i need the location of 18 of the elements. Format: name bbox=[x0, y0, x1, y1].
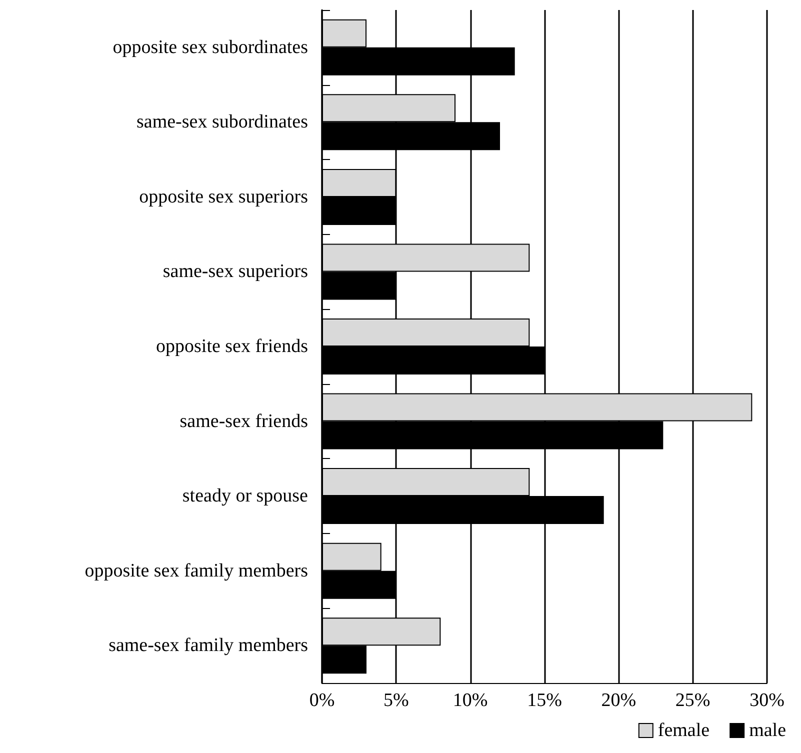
y-tick-label: same-sex superiors bbox=[162, 261, 308, 282]
y-tick-label: steady or spouse bbox=[182, 486, 308, 507]
legend-label: female bbox=[658, 720, 710, 741]
x-tick-label: 15% bbox=[527, 690, 562, 711]
y-tick-label: same-sex family members bbox=[108, 635, 308, 656]
y-tick-label: opposite sex friends bbox=[156, 336, 308, 357]
y-tick-label: opposite sex superiors bbox=[139, 186, 308, 208]
y-tick-label: opposite sex family members bbox=[84, 560, 308, 582]
x-tick-label: 10% bbox=[452, 690, 488, 711]
legend-label: male bbox=[749, 720, 786, 741]
x-tick-label: 30% bbox=[750, 690, 785, 711]
x-tick-label: 25% bbox=[675, 690, 710, 711]
x-tick-label: 20% bbox=[601, 690, 636, 711]
y-tick-label: opposite sex subordinates bbox=[112, 36, 308, 58]
x-tick-label: 5% bbox=[384, 690, 410, 711]
y-tick-label: same-sex friends bbox=[180, 410, 308, 432]
x-tick-label: 0% bbox=[309, 690, 335, 711]
y-tick-label: same-sex subordinates bbox=[136, 112, 308, 133]
